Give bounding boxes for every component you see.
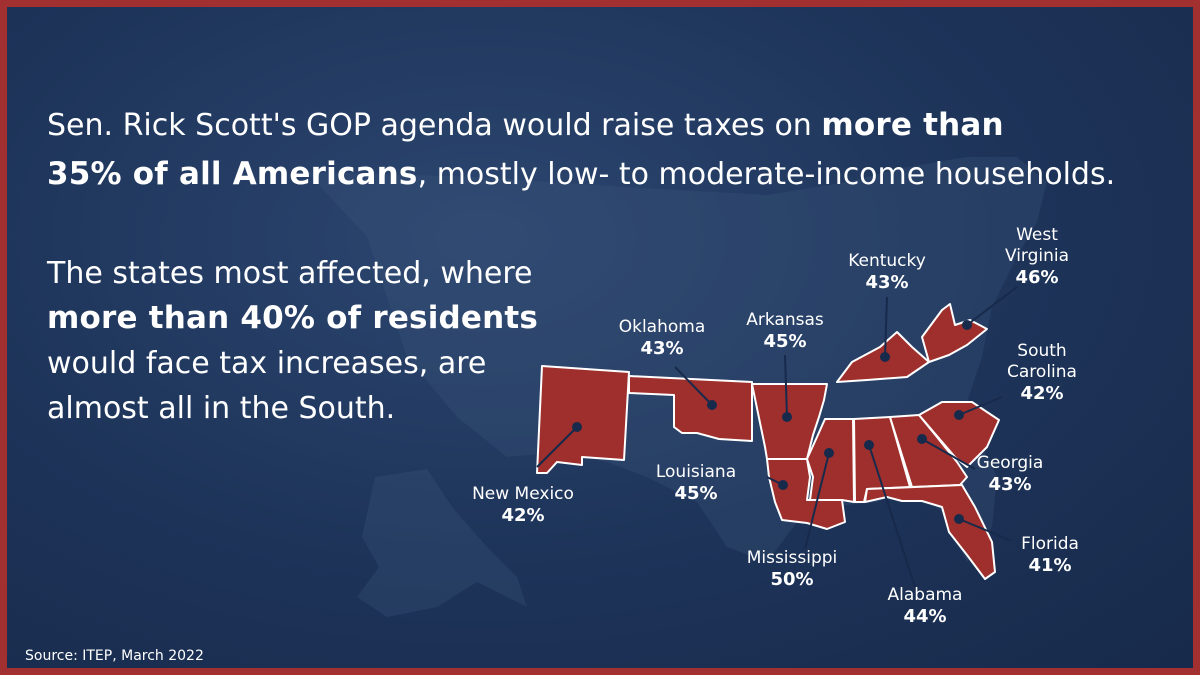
state-florida	[864, 484, 996, 580]
label-mississippi: Mississippi 50%	[746, 548, 838, 590]
state-new-mexico	[536, 365, 630, 474]
us-map	[307, 157, 1047, 617]
highlighted-states	[536, 303, 1000, 580]
subtext: The states most affected, where more than…	[47, 256, 539, 426]
label-florida: Florida 41%	[1021, 534, 1079, 576]
headline: Sen. Rick Scott's GOP agenda would raise…	[47, 107, 1116, 192]
state-oklahoma	[628, 375, 753, 442]
label-louisiana: Louisiana 45%	[655, 462, 737, 504]
source-note: Source: ITEP, March 2022	[25, 648, 204, 664]
label-georgia: Georgia 43%	[976, 453, 1044, 495]
label-alabama: Alabama 44%	[887, 585, 963, 627]
label-oklahoma: Oklahoma 43%	[618, 317, 706, 359]
alaska-silhouette	[357, 469, 527, 617]
label-arkansas: Arkansas 45%	[746, 310, 824, 352]
label-south-carolina: South Carolina 42%	[1007, 341, 1077, 404]
label-new-mexico: New Mexico 42%	[472, 484, 574, 526]
label-kentucky: Kentucky 43%	[848, 251, 926, 293]
leader-lines	[536, 286, 1018, 588]
state-louisiana	[766, 458, 846, 530]
label-west-virginia: West Virginia 46%	[1004, 225, 1070, 288]
state-arkansas	[751, 383, 828, 460]
state-west-virginia	[921, 303, 988, 363]
